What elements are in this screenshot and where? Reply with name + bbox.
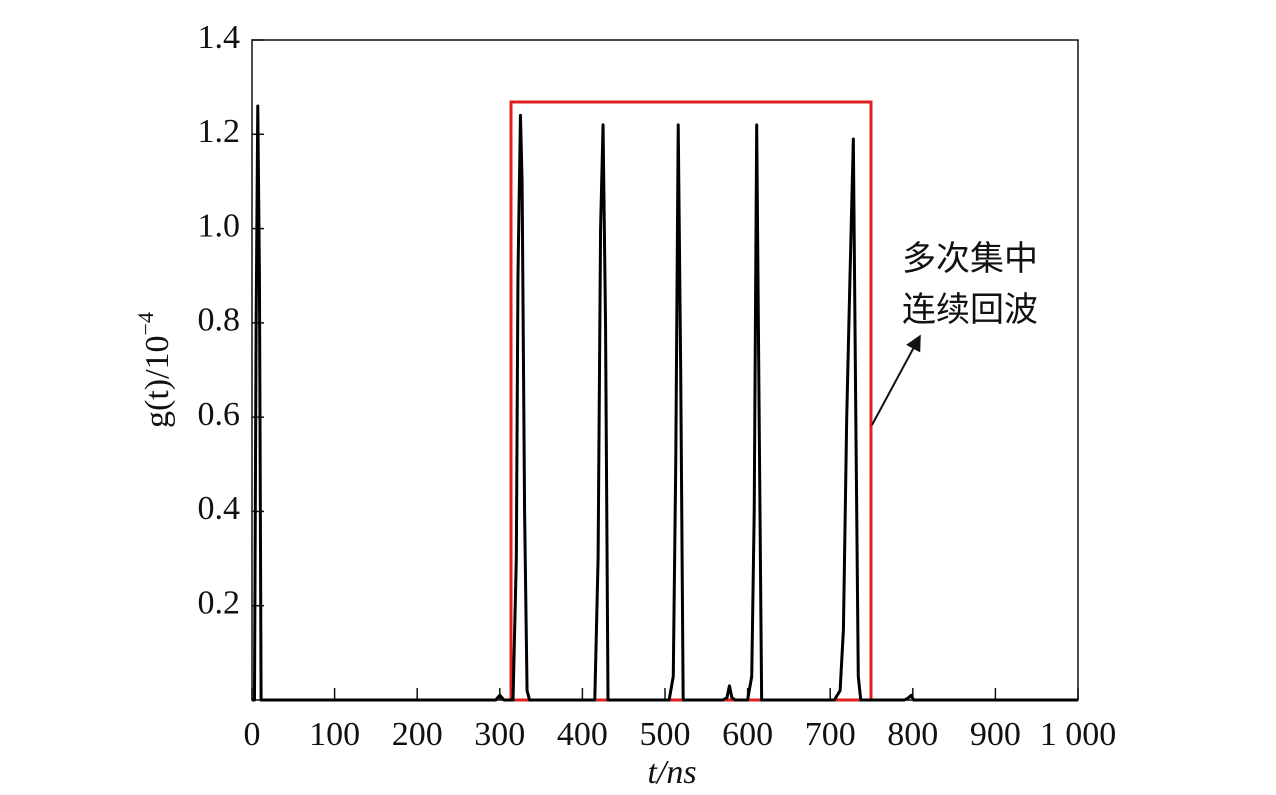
x-axis-label: t/ns (647, 754, 696, 791)
x-tick-label: 600 (722, 716, 773, 753)
y-tick-label: 0.2 (198, 585, 241, 622)
x-tick-label: 900 (970, 716, 1021, 753)
x-tick-label: 0 (244, 716, 261, 753)
highlight-box (509, 100, 873, 702)
y-tick-label: 1.4 (198, 19, 241, 56)
annotation-line: 连续回波 (902, 291, 1038, 329)
annotation-line: 多次集中 (902, 240, 1038, 278)
x-tick-label: 100 (309, 716, 360, 753)
y-tick-label: 1.0 (198, 207, 241, 244)
data-line (252, 104, 1078, 702)
y-tick-label: 0.4 (198, 490, 241, 527)
plot-frame (251, 39, 1079, 701)
x-tick-label: 800 (887, 716, 938, 753)
x-tick-label: 200 (392, 716, 443, 753)
y-tick-label: 0.8 (198, 302, 241, 339)
y-tick-label: 0.6 (198, 396, 241, 433)
annotation-arrow (871, 334, 921, 426)
x-tick-label: 400 (557, 716, 608, 753)
y-axis-label: g(t)/10−4 (133, 312, 176, 428)
x-tick-label: 1 000 (1040, 716, 1117, 753)
y-axis-label-exponent: −4 (133, 312, 158, 335)
y-axis-label-base: g(t)/10 (139, 335, 176, 428)
y-tick-label: 1.2 (198, 113, 241, 150)
x-tick-label: 300 (474, 716, 525, 753)
x-tick-label: 500 (640, 716, 691, 753)
x-tick-label: 700 (805, 716, 856, 753)
